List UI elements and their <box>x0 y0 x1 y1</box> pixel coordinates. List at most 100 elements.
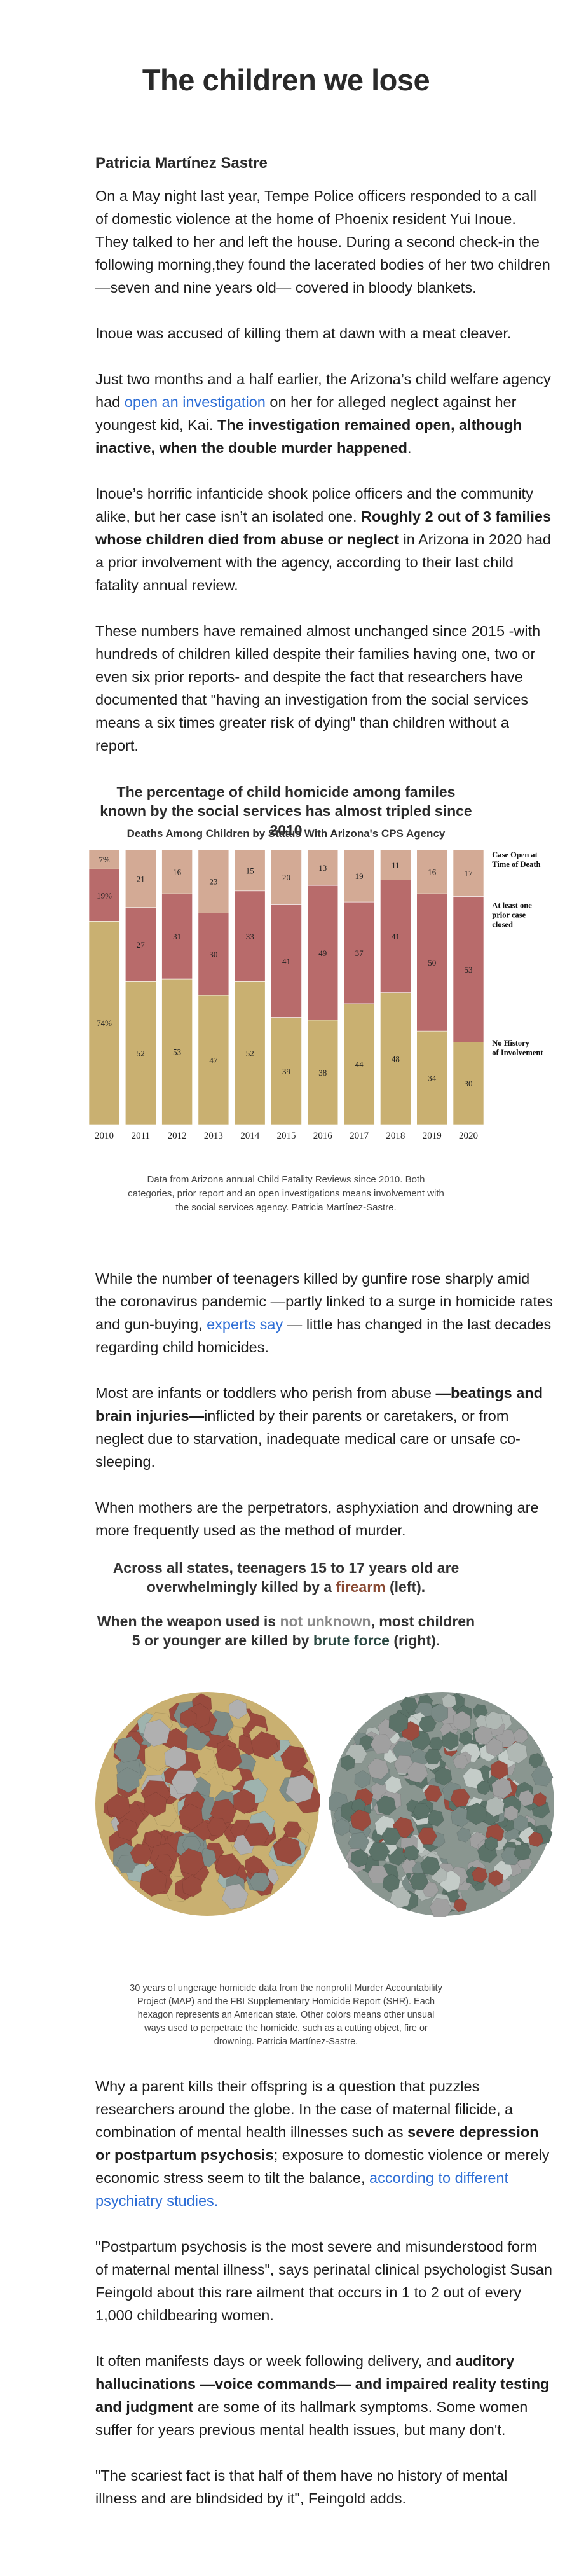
state-hexagon <box>283 1821 302 1838</box>
paragraph-2: Inoue was accused of killing them at daw… <box>95 325 512 342</box>
state-hexagon <box>490 1760 508 1780</box>
state-hexagon <box>453 1898 468 1913</box>
callout-teenagers: Across all states, teenagers 15 to 17 ye… <box>112 1560 460 1595</box>
experts-say-link[interactable]: experts say <box>207 1316 283 1333</box>
state-hexagon <box>368 1842 390 1861</box>
state-hexagon <box>350 1809 372 1831</box>
state-hexagon <box>463 1768 484 1789</box>
state-hexagon <box>215 1853 242 1878</box>
paragraph-6: While the number of teenagers killed by … <box>95 1270 553 1355</box>
state-hexagon <box>403 1845 419 1861</box>
x-tick-label: 2011 <box>132 1131 150 1141</box>
paragraph-7: Most are infants or toddlers who perish … <box>95 1385 543 1470</box>
bar-value-label: 31 <box>173 932 181 941</box>
x-tick-label: 2013 <box>204 1131 223 1141</box>
state-hexagon <box>144 1792 167 1818</box>
legend-label: prior case <box>492 910 526 919</box>
bar-value-label: 52 <box>137 1049 145 1058</box>
bar-value-label: 20 <box>282 873 290 882</box>
x-tick-label: 2020 <box>459 1131 478 1141</box>
state-hexagon <box>423 1785 442 1803</box>
bar-value-label: 41 <box>282 957 290 966</box>
paragraph-9: Why a parent kills their offspring is a … <box>95 2078 550 2209</box>
bar-value-label: 52 <box>246 1049 254 1058</box>
x-tick-label: 2012 <box>168 1131 187 1141</box>
state-hexagon <box>116 1818 139 1841</box>
state-hexagon <box>249 1872 271 1892</box>
psychiatry-studies-link[interactable]: according to different psychiatry studie… <box>95 2170 509 2209</box>
state-hexagon <box>420 1855 440 1876</box>
state-hexagon <box>507 1742 528 1764</box>
state-hexagon <box>533 1792 547 1807</box>
state-hexagon <box>221 1883 249 1909</box>
state-hexagon <box>528 1752 544 1768</box>
state-hexagon <box>382 1874 400 1893</box>
state-hexagon <box>458 1730 473 1746</box>
state-hexagon <box>528 1831 544 1847</box>
bar-segment <box>125 849 156 908</box>
hexagon-map-teenagers <box>95 1692 320 1916</box>
legend-label: Case Open at <box>492 850 538 859</box>
bar-segment <box>416 1030 448 1125</box>
state-hexagon <box>130 1843 153 1865</box>
bar-segment <box>234 849 266 892</box>
state-hexagon <box>154 1854 174 1872</box>
bar-segment <box>307 849 339 886</box>
open-investigation-link[interactable]: open an investigation <box>124 394 266 410</box>
state-hexagon <box>285 1774 315 1804</box>
state-hexagon <box>164 1745 187 1770</box>
legend-label: At least one <box>492 901 532 910</box>
state-hexagon <box>233 1789 255 1815</box>
state-hexagon <box>450 1788 470 1808</box>
x-tick-label: 2018 <box>386 1131 405 1141</box>
bar-segment <box>453 1042 484 1125</box>
legend-label: of Involvement <box>492 1048 543 1057</box>
chart-subtitle: Deaths Among Children by Status With Ari… <box>126 828 446 840</box>
state-hexagon <box>207 1817 228 1837</box>
state-hexagon <box>453 1710 471 1731</box>
state-hexagon <box>471 1867 488 1883</box>
state-hexagon <box>427 1810 444 1827</box>
state-hexagon <box>215 1744 242 1772</box>
bar-value-label: 19 <box>355 871 364 881</box>
state-hexagon <box>139 1867 167 1897</box>
bar-segment <box>380 849 411 880</box>
state-hexagon <box>409 1872 429 1890</box>
state-hexagon <box>142 1719 170 1747</box>
bar-segment <box>343 849 375 903</box>
bar-value-label: 39 <box>282 1067 290 1076</box>
state-hexagon <box>434 1766 453 1786</box>
chart-caption: Data from Arizona annual Child Fatality … <box>128 1174 444 1213</box>
paragraph-3: Just two months and a half earlier, the … <box>95 371 551 456</box>
bar-segment <box>234 981 266 1125</box>
bar-value-label: 33 <box>246 932 254 941</box>
bar-value-label: 48 <box>392 1054 400 1063</box>
x-tick-label: 2015 <box>277 1131 296 1141</box>
state-hexagon <box>385 1776 402 1794</box>
bar-value-label: 50 <box>428 958 436 967</box>
bar-value-label: 74% <box>97 1018 112 1028</box>
bar-value-label: 30 <box>209 950 217 959</box>
bar-value-label: 11 <box>392 861 400 870</box>
bar-value-label: 47 <box>209 1055 218 1065</box>
state-hexagon <box>412 1803 431 1820</box>
bar-segment <box>416 849 448 894</box>
state-hexagon <box>280 1745 308 1772</box>
bar-segment <box>161 893 193 980</box>
x-tick-label: 2019 <box>423 1131 442 1141</box>
state-hexagon <box>228 1699 247 1720</box>
bar-value-label: 15 <box>246 866 254 875</box>
paragraph-12: "The scariest fact is that half of them … <box>95 2467 508 2507</box>
bar-segment <box>380 880 411 993</box>
state-hexagon <box>487 1869 503 1887</box>
bar-segment <box>416 893 448 1032</box>
state-hexagon <box>114 1736 141 1763</box>
state-hexagon <box>484 1711 503 1731</box>
bar-segment <box>380 992 411 1125</box>
state-hexagon <box>340 1754 355 1771</box>
state-hexagon <box>513 1843 532 1861</box>
state-hexagon <box>503 1805 519 1822</box>
x-tick-label: 2016 <box>313 1131 333 1141</box>
bar-value-label: 49 <box>318 948 327 958</box>
